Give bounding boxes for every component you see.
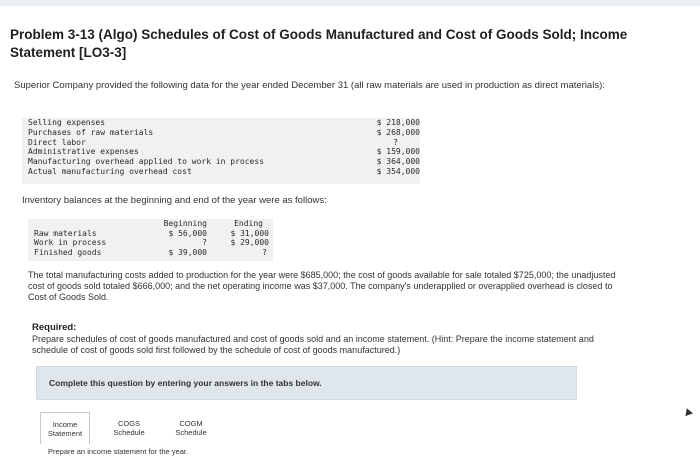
tab-label-line: Income: [52, 419, 78, 429]
tab-label: COGS Schedule: [113, 419, 144, 437]
tab-label-line: Statement: [47, 428, 83, 438]
problem-intro: Superior Company provided the following …: [14, 80, 605, 91]
required-heading: Required:: [32, 322, 77, 333]
given-totals-paragraph: The total manufacturing costs added to p…: [28, 270, 616, 302]
inventory-header-row: Beginning Ending: [28, 219, 273, 229]
header-ending: Ending: [234, 219, 263, 228]
inventory-beginning: $ 56,000: [168, 228, 207, 238]
inventory-table-background: [28, 219, 273, 261]
tab-label: COGM Schedule: [175, 419, 206, 437]
data-value: $ 159,000: [376, 147, 420, 157]
inventory-beginning: ?: [202, 238, 207, 248]
data-label: Selling expenses: [28, 118, 106, 127]
header-beginning: Beginning: [163, 219, 207, 228]
inventory-ending: $ 29,000: [230, 238, 269, 248]
data-row: Direct labor?: [22, 138, 420, 148]
data-table: Selling expenses $ 218,000 Purchases of r…: [22, 118, 420, 177]
data-row: Actual manufacturing overhead cost $ 354,…: [22, 167, 420, 177]
inventory-intro: Inventory balances at the beginning and …: [22, 195, 327, 206]
tab-label-line: Schedule: [175, 428, 207, 437]
inventory-label: Raw materials: [34, 228, 97, 238]
tab-label-line: COGS: [117, 419, 141, 428]
data-row: Selling expenses $ 218,000: [22, 118, 420, 128]
tab-cogs-schedule[interactable]: COGS Schedule: [106, 412, 152, 444]
data-label: Actual manufacturing overhead cost: [28, 166, 192, 176]
data-value: $ 218,000: [376, 118, 420, 127]
problem-title: Problem 3-13 (Algo) Schedules of Cost of…: [10, 27, 628, 60]
inventory-row: Finished goods $ 39,000 ?: [28, 248, 273, 258]
tab-income-statement[interactable]: Income Statement: [40, 412, 90, 444]
tab-cogm-schedule[interactable]: COGM Schedule: [166, 412, 216, 444]
instruction-banner: Complete this question by entering your …: [36, 366, 577, 400]
banner-text: Complete this question by entering your …: [49, 378, 322, 388]
data-label: Manufacturing overhead applied to work i…: [28, 157, 265, 167]
data-label: Direct labor: [28, 137, 86, 147]
data-value: $ 268,000: [376, 127, 420, 137]
tab-label-line: COGM: [179, 419, 203, 428]
inventory-ending: $ 31,000: [230, 228, 269, 238]
data-value: ?: [393, 137, 398, 147]
inventory-ending: ?: [262, 247, 267, 257]
tab-instruction: Prepare an income statement for the year…: [48, 447, 189, 456]
inventory-row: Raw materials $ 56,000 $ 31,000: [28, 229, 273, 239]
data-table-background: [22, 118, 420, 184]
data-row: Purchases of raw materials $ 268,000: [22, 128, 420, 138]
top-rule: [0, 0, 700, 6]
data-row: Manufacturing overhead applied to work i…: [22, 157, 420, 167]
required-text: Prepare schedules of cost of goods manuf…: [32, 334, 594, 355]
data-value: $ 354,000: [376, 166, 420, 176]
answer-tabs: Income Statement COGS Schedule COGM Schedul…: [36, 408, 577, 462]
data-label: Purchases of raw materials: [28, 127, 154, 137]
data-value: $ 364,000: [376, 157, 420, 167]
inventory-table: Beginning Ending Raw materials $ 56,000 …: [28, 219, 273, 257]
data-label: Administrative expenses: [28, 147, 139, 157]
data-row: Administrative expenses $ 159,000: [22, 147, 420, 157]
tab-label: Income Statement: [48, 420, 82, 438]
inventory-row: Work in process ? $ 29,000: [28, 238, 273, 248]
tab-label-line: Schedule: [113, 428, 145, 437]
inventory-label: Work in process: [34, 238, 107, 248]
inventory-label: Finished goods: [34, 247, 102, 257]
inventory-beginning: $ 39,000: [168, 247, 207, 257]
mouse-cursor-icon: [683, 406, 693, 417]
